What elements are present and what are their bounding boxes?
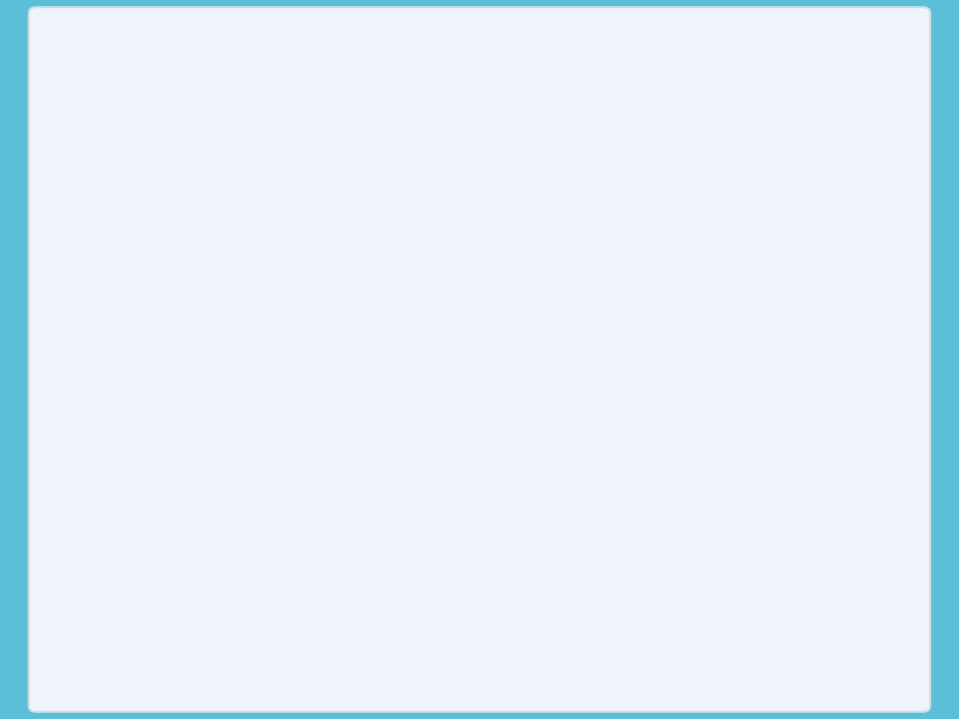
Polygon shape: [762, 536, 792, 562]
Text: Capture/Compare/PWM (CCP): Capture/Compare/PWM (CCP): [239, 31, 721, 59]
Polygon shape: [326, 418, 356, 444]
Text: FET: FET: [800, 533, 820, 543]
Bar: [473, 408, 507, 460]
Text: P1B: P1B: [90, 480, 112, 493]
Polygon shape: [681, 427, 695, 441]
Text: P1A: P1A: [90, 418, 112, 431]
Text: βελτιωμένο PWM module (ECCP – Enhanced CCP) με το οποίο υπάρχει η: βελτιωμένο PWM module (ECCP – Enhanced C…: [78, 169, 709, 188]
Text: QC: QC: [675, 389, 692, 402]
Circle shape: [210, 611, 226, 627]
Polygon shape: [762, 418, 792, 444]
Polygon shape: [326, 536, 356, 562]
Polygon shape: [491, 427, 505, 441]
Bar: [82, 391, 154, 651]
Text: Όταν το CCP λειτουργεί σε PWM mode τότε παράγει μία PWM κυματομορφή σε: Όταν το CCP λειτουργεί σε PWM mode τότε …: [78, 106, 775, 124]
Text: P1D: P1D: [90, 613, 113, 626]
Bar: [663, 525, 697, 577]
Text: V-: V-: [574, 642, 586, 655]
Text: FET: FET: [298, 533, 318, 543]
Text: Load: Load: [570, 487, 600, 500]
Text: Driver: Driver: [793, 426, 828, 436]
Text: Driver: Driver: [291, 426, 325, 436]
Text: QB: QB: [464, 579, 481, 592]
Bar: [663, 408, 697, 460]
Text: P1C: P1C: [90, 544, 113, 557]
Text: Στις μεταγενέστερες οικογένειες των 8-bit μικροελεγκτών υπάρχει ένα: Στις μεταγενέστερες οικογένειες των 8-bi…: [78, 148, 707, 167]
Text: V+: V+: [571, 341, 589, 354]
Text: δυνατότητα να παλμοδοτηθούν MOSFET σε συνδεσμολογία ημιγέφυρας (half: δυνατότητα να παλμοδοτηθούν MOSFET σε συ…: [78, 190, 749, 209]
Text: Driver: Driver: [291, 542, 325, 552]
Text: Driver: Driver: [793, 542, 828, 552]
Text: FET: FET: [298, 417, 318, 427]
Polygon shape: [681, 544, 695, 558]
Text: QA: QA: [464, 389, 481, 402]
Bar: [547, 479, 623, 507]
Text: QD: QD: [675, 579, 693, 592]
Text: Το περιφερειακό αυτό έχει 3 mode λειτουργίας.: Το περιφερειακό αυτό έχει 3 mode λειτουρ…: [78, 64, 499, 83]
Text: FET: FET: [800, 417, 820, 427]
Bar: [72, 347, 902, 667]
Text: 3. PWM mode: 3. PWM mode: [78, 85, 212, 103]
Text: κάποιον ακροδέκτη του μικροελεγκτή.: κάποιον ακροδέκτη του μικροελεγκτή.: [78, 127, 416, 145]
Bar: [473, 525, 507, 577]
Text: bridge) ή πλήρους γέφυρας (full bridge).: bridge) ή πλήρους γέφυρας (full bridge).: [78, 211, 430, 229]
Polygon shape: [491, 544, 505, 558]
